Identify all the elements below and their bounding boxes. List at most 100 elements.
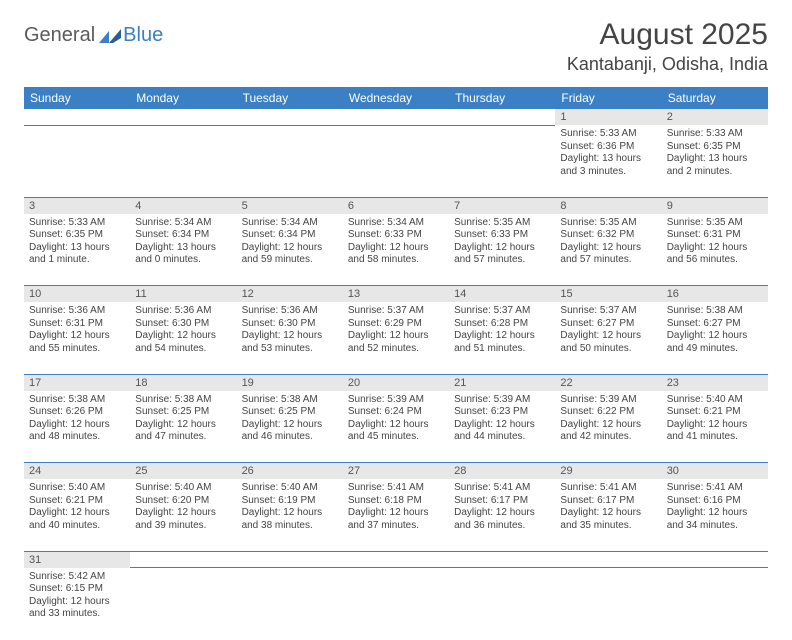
day-details: Sunrise: 5:34 AMSunset: 6:34 PMDaylight:… — [130, 214, 236, 286]
empty-cell — [130, 551, 236, 568]
sunrise-text: Sunrise: 5:34 AM — [135, 217, 231, 230]
sunrise-text: Sunrise: 5:41 AM — [348, 482, 444, 495]
daylight-text: Daylight: 12 hours and 54 minutes. — [135, 330, 231, 355]
sunrise-text: Sunrise: 5:36 AM — [29, 305, 125, 318]
empty-cell — [24, 125, 130, 197]
sunset-text: Sunset: 6:33 PM — [348, 229, 444, 242]
day-details: Sunrise: 5:34 AMSunset: 6:34 PMDaylight:… — [237, 214, 343, 286]
sunrise-text: Sunrise: 5:34 AM — [242, 217, 338, 230]
day-number: 16 — [662, 286, 768, 303]
sunset-text: Sunset: 6:33 PM — [454, 229, 550, 242]
sunrise-text: Sunrise: 5:37 AM — [560, 305, 656, 318]
daylight-text: Daylight: 12 hours and 40 minutes. — [29, 507, 125, 532]
day-number: 1 — [555, 109, 661, 125]
day-details: Sunrise: 5:36 AMSunset: 6:30 PMDaylight:… — [130, 302, 236, 374]
month-title: August 2025 — [567, 18, 768, 52]
day-details: Sunrise: 5:39 AMSunset: 6:24 PMDaylight:… — [343, 391, 449, 463]
day-details: Sunrise: 5:41 AMSunset: 6:17 PMDaylight:… — [449, 479, 555, 551]
detail-row: Sunrise: 5:36 AMSunset: 6:31 PM Daylight:… — [24, 302, 768, 374]
daylight-text: Daylight: 12 hours and 59 minutes. — [242, 242, 338, 267]
day-number: 14 — [449, 286, 555, 303]
detail-row: Sunrise: 5:38 AMSunset: 6:26 PMDaylight:… — [24, 391, 768, 463]
day-details: Sunrise: 5:42 AMSunset: 6:15 PMDaylight:… — [24, 568, 130, 640]
sunset-text: Sunset: 6:28 PM — [454, 318, 550, 331]
sunrise-text: Sunrise: 5:35 AM — [667, 217, 763, 230]
sunset-text: Sunset: 6:31 PM — [29, 318, 125, 331]
sunset-text: Sunset: 6:34 PM — [242, 229, 338, 242]
day-number: 17 — [24, 374, 130, 391]
daylight-text: Daylight: 12 hours and 57 minutes. — [560, 242, 656, 267]
daylight-text: Daylight: 12 hours and 38 minutes. — [242, 507, 338, 532]
daylight-text: Daylight: 13 hours and 0 minutes. — [135, 242, 231, 267]
day-details: Sunrise: 5:37 AMSunset: 6:28 PMDaylight:… — [449, 302, 555, 374]
day-number: 18 — [130, 374, 236, 391]
sunset-text: Sunset: 6:29 PM — [348, 318, 444, 331]
daylight-text: Daylight: 12 hours and 53 minutes. — [242, 330, 338, 355]
day-details: Sunrise: 5:35 AMSunset: 6:33 PMDaylight:… — [449, 214, 555, 286]
logo-text-blue: Blue — [123, 24, 163, 47]
sunset-text: Sunset: 6:32 PM — [560, 229, 656, 242]
day-details: Sunrise: 5:40 AMSunset: 6:20 PMDaylight:… — [130, 479, 236, 551]
daylight-text: Daylight: 12 hours and 52 minutes. — [348, 330, 444, 355]
sunrise-text: Sunrise: 5:38 AM — [29, 394, 125, 407]
sunrise-text: Sunrise: 5:38 AM — [242, 394, 338, 407]
day-number: 9 — [662, 197, 768, 214]
daylight-text: Daylight: 12 hours and 48 minutes. — [29, 419, 125, 444]
empty-cell — [343, 551, 449, 568]
daylight-text: Daylight: 12 hours and 34 minutes. — [667, 507, 763, 532]
sunset-text: Sunset: 6:16 PM — [667, 495, 763, 508]
day-details: Sunrise: 5:38 AMSunset: 6:25 PMDaylight:… — [130, 391, 236, 463]
empty-cell — [343, 125, 449, 197]
day-details: Sunrise: 5:40 AMSunset: 6:19 PMDaylight:… — [237, 479, 343, 551]
sunrise-text: Sunrise: 5:35 AM — [454, 217, 550, 230]
day-details: Sunrise: 5:41 AMSunset: 6:18 PMDaylight:… — [343, 479, 449, 551]
day-number: 31 — [24, 551, 130, 568]
sunrise-text: Sunrise: 5:40 AM — [667, 394, 763, 407]
day-number: 22 — [555, 374, 661, 391]
day-details: Sunrise: 5:38 AMSunset: 6:25 PMDaylight:… — [237, 391, 343, 463]
weekday-header: Sunday — [24, 87, 130, 109]
empty-cell — [130, 125, 236, 197]
daylight-text: Daylight: 12 hours and 47 minutes. — [135, 419, 231, 444]
weekday-header-row: SundayMondayTuesdayWednesdayThursdayFrid… — [24, 87, 768, 109]
sunset-text: Sunset: 6:34 PM — [135, 229, 231, 242]
day-number: 26 — [237, 463, 343, 480]
sunrise-text: Sunrise: 5:40 AM — [242, 482, 338, 495]
detail-row: Sunrise: 5:42 AMSunset: 6:15 PMDaylight:… — [24, 568, 768, 640]
day-details: Sunrise: 5:33 AMSunset: 6:36 PMDaylight:… — [555, 125, 661, 197]
sunrise-text: Sunrise: 5:37 AM — [454, 305, 550, 318]
day-number: 28 — [449, 463, 555, 480]
weekday-header: Saturday — [662, 87, 768, 109]
sunset-text: Sunset: 6:36 PM — [560, 141, 656, 154]
day-details: Sunrise: 5:41 AMSunset: 6:17 PMDaylight:… — [555, 479, 661, 551]
sunrise-text: Sunrise: 5:33 AM — [667, 128, 763, 141]
day-details: Sunrise: 5:39 AMSunset: 6:23 PMDaylight:… — [449, 391, 555, 463]
empty-cell — [662, 568, 768, 640]
empty-cell — [449, 109, 555, 125]
day-details: Sunrise: 5:39 AMSunset: 6:22 PMDaylight:… — [555, 391, 661, 463]
day-details: Sunrise: 5:37 AMSunset: 6:29 PMDaylight:… — [343, 302, 449, 374]
weekday-header: Tuesday — [237, 87, 343, 109]
day-number: 13 — [343, 286, 449, 303]
day-number: 21 — [449, 374, 555, 391]
sunset-text: Sunset: 6:20 PM — [135, 495, 231, 508]
day-details: Sunrise: 5:36 AMSunset: 6:31 PMDaylight:… — [24, 302, 130, 374]
weekday-header: Friday — [555, 87, 661, 109]
day-details: Sunrise: 5:34 AMSunset: 6:33 PMDaylight:… — [343, 214, 449, 286]
daylight-text: Daylight: 12 hours and 39 minutes. — [135, 507, 231, 532]
day-number: 27 — [343, 463, 449, 480]
empty-cell — [237, 551, 343, 568]
logo: General Blue — [24, 24, 163, 47]
daylight-text: Daylight: 12 hours and 57 minutes. — [454, 242, 550, 267]
day-number: 15 — [555, 286, 661, 303]
sunrise-text: Sunrise: 5:38 AM — [135, 394, 231, 407]
empty-cell — [24, 109, 130, 125]
daynum-row: 3456789 — [24, 197, 768, 214]
day-number: 11 — [130, 286, 236, 303]
sunset-text: Sunset: 6:15 PM — [29, 583, 125, 596]
sunrise-text: Sunrise: 5:41 AM — [560, 482, 656, 495]
daylight-text: Daylight: 12 hours and 33 minutes. — [29, 596, 125, 621]
empty-cell — [237, 109, 343, 125]
daylight-text: Daylight: 13 hours and 2 minutes. — [667, 153, 763, 178]
day-number: 4 — [130, 197, 236, 214]
